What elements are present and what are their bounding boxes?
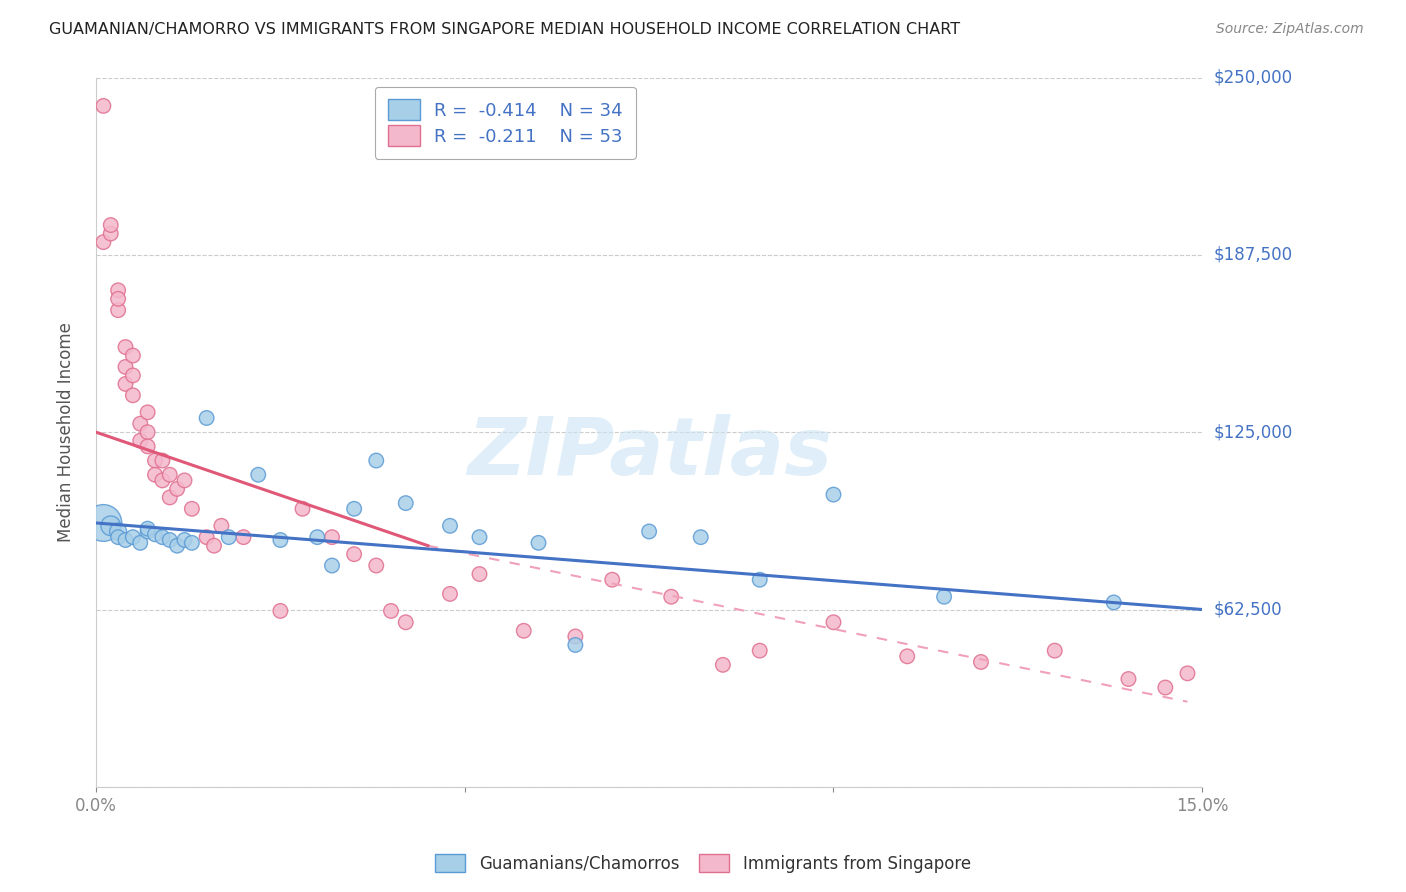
Point (321, 530, 343, 544)
Point (1102, 595, 1125, 609)
Point (232, 530, 254, 544)
Point (107, 303, 129, 318)
Point (380, 604, 402, 618)
Legend: R =  -0.414    N = 34, R =  -0.211    N = 53: R = -0.414 N = 34, R = -0.211 N = 53 (375, 87, 636, 159)
Point (395, 615, 418, 630)
Point (107, 524, 129, 539)
Point (932, 590, 955, 604)
Text: $250,000: $250,000 (1213, 69, 1292, 87)
Point (166, 482, 188, 496)
Point (100, 227, 122, 241)
Point (1177, 666, 1199, 681)
Legend: Guamanians/Chamorros, Immigrants from Singapore: Guamanians/Chamorros, Immigrants from Si… (429, 847, 977, 880)
Point (269, 533, 291, 547)
Point (159, 533, 181, 547)
Point (468, 567, 491, 582)
Point (114, 340, 136, 354)
Point (1118, 672, 1140, 686)
Point (343, 547, 366, 561)
Point (107, 283, 129, 297)
Point (638, 524, 661, 539)
Point (748, 643, 770, 657)
Point (143, 453, 166, 467)
Point (970, 655, 993, 669)
Point (823, 615, 845, 630)
Text: ZIPatlas: ZIPatlas (467, 415, 831, 492)
Point (209, 518, 232, 533)
Point (166, 539, 188, 553)
Point (711, 657, 734, 672)
Point (129, 536, 152, 550)
Text: $125,000: $125,000 (1213, 423, 1292, 442)
Point (159, 491, 181, 505)
Point (107, 292, 129, 306)
Point (93, 516, 115, 530)
Point (136, 425, 159, 440)
Point (122, 530, 145, 544)
Point (659, 590, 682, 604)
Point (600, 573, 623, 587)
Text: Source: ZipAtlas.com: Source: ZipAtlas.com (1216, 22, 1364, 37)
Point (1154, 681, 1177, 695)
Point (173, 474, 195, 488)
Point (247, 467, 270, 482)
Text: GUAMANIAN/CHAMORRO VS IMMIGRANTS FROM SINGAPORE MEDIAN HOUSEHOLD INCOME CORRELAT: GUAMANIAN/CHAMORRO VS IMMIGRANTS FROM SI… (49, 22, 960, 37)
Point (823, 487, 845, 501)
Point (93, 99, 115, 113)
Point (136, 522, 159, 536)
Point (564, 630, 586, 644)
Point (307, 530, 329, 544)
Point (136, 405, 159, 419)
Point (100, 518, 122, 533)
Point (122, 349, 145, 363)
Point (896, 649, 918, 664)
Text: $187,500: $187,500 (1213, 246, 1292, 264)
Point (1043, 643, 1066, 657)
Y-axis label: Median Household Income: Median Household Income (58, 322, 75, 542)
Point (143, 467, 166, 482)
Point (150, 453, 173, 467)
Point (321, 558, 343, 573)
Point (100, 218, 122, 232)
Point (439, 587, 461, 601)
Point (564, 638, 586, 652)
Point (689, 530, 711, 544)
Point (527, 536, 550, 550)
Point (150, 530, 173, 544)
Point (143, 527, 166, 541)
Point (269, 604, 291, 618)
Point (129, 434, 152, 448)
Point (468, 530, 491, 544)
Point (195, 530, 218, 544)
Point (150, 474, 173, 488)
Point (366, 558, 388, 573)
Point (129, 417, 152, 431)
Point (366, 453, 388, 467)
Text: $62,500: $62,500 (1213, 600, 1282, 618)
Point (748, 573, 770, 587)
Point (180, 536, 202, 550)
Point (291, 501, 314, 516)
Point (107, 530, 129, 544)
Point (136, 524, 159, 539)
Point (395, 496, 418, 510)
Point (218, 530, 240, 544)
Point (93, 235, 115, 249)
Point (180, 501, 202, 516)
Point (513, 624, 536, 638)
Point (439, 518, 461, 533)
Point (202, 539, 225, 553)
Point (114, 359, 136, 374)
Point (114, 533, 136, 547)
Point (136, 439, 159, 453)
Point (122, 388, 145, 402)
Point (122, 368, 145, 383)
Point (343, 501, 366, 516)
Point (159, 467, 181, 482)
Point (114, 376, 136, 391)
Point (173, 533, 195, 547)
Point (195, 411, 218, 425)
